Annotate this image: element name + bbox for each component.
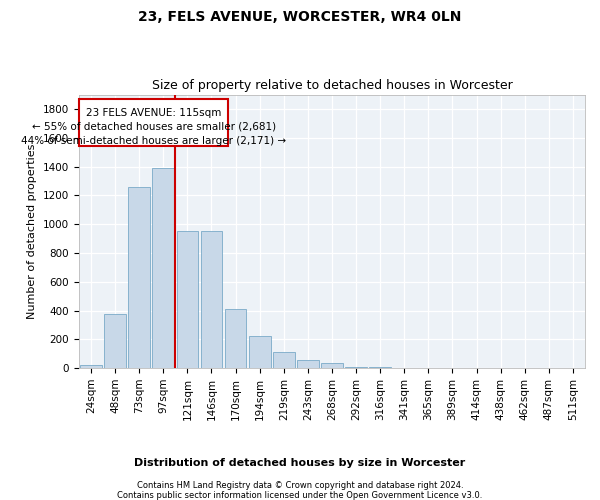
Text: Distribution of detached houses by size in Worcester: Distribution of detached houses by size …: [134, 458, 466, 468]
Bar: [297, 360, 319, 368]
Bar: [345, 366, 367, 368]
Bar: [176, 232, 198, 368]
Text: ← 55% of detached houses are smaller (2,681): ← 55% of detached houses are smaller (2,…: [32, 122, 275, 132]
Text: 44% of semi-detached houses are larger (2,171) →: 44% of semi-detached houses are larger (…: [21, 136, 286, 146]
Text: Contains HM Land Registry data © Crown copyright and database right 2024.: Contains HM Land Registry data © Crown c…: [137, 482, 463, 490]
Bar: [273, 352, 295, 368]
Bar: [128, 186, 150, 368]
Bar: [321, 363, 343, 368]
Bar: [152, 168, 174, 368]
Bar: [104, 314, 126, 368]
Title: Size of property relative to detached houses in Worcester: Size of property relative to detached ho…: [152, 79, 512, 92]
Text: 23 FELS AVENUE: 115sqm: 23 FELS AVENUE: 115sqm: [86, 108, 221, 118]
Bar: [200, 232, 223, 368]
Text: Contains public sector information licensed under the Open Government Licence v3: Contains public sector information licen…: [118, 490, 482, 500]
Bar: [80, 366, 102, 368]
FancyBboxPatch shape: [79, 99, 229, 146]
Y-axis label: Number of detached properties: Number of detached properties: [28, 144, 37, 319]
Text: 23, FELS AVENUE, WORCESTER, WR4 0LN: 23, FELS AVENUE, WORCESTER, WR4 0LN: [139, 10, 461, 24]
Bar: [225, 309, 247, 368]
Bar: [249, 336, 271, 368]
